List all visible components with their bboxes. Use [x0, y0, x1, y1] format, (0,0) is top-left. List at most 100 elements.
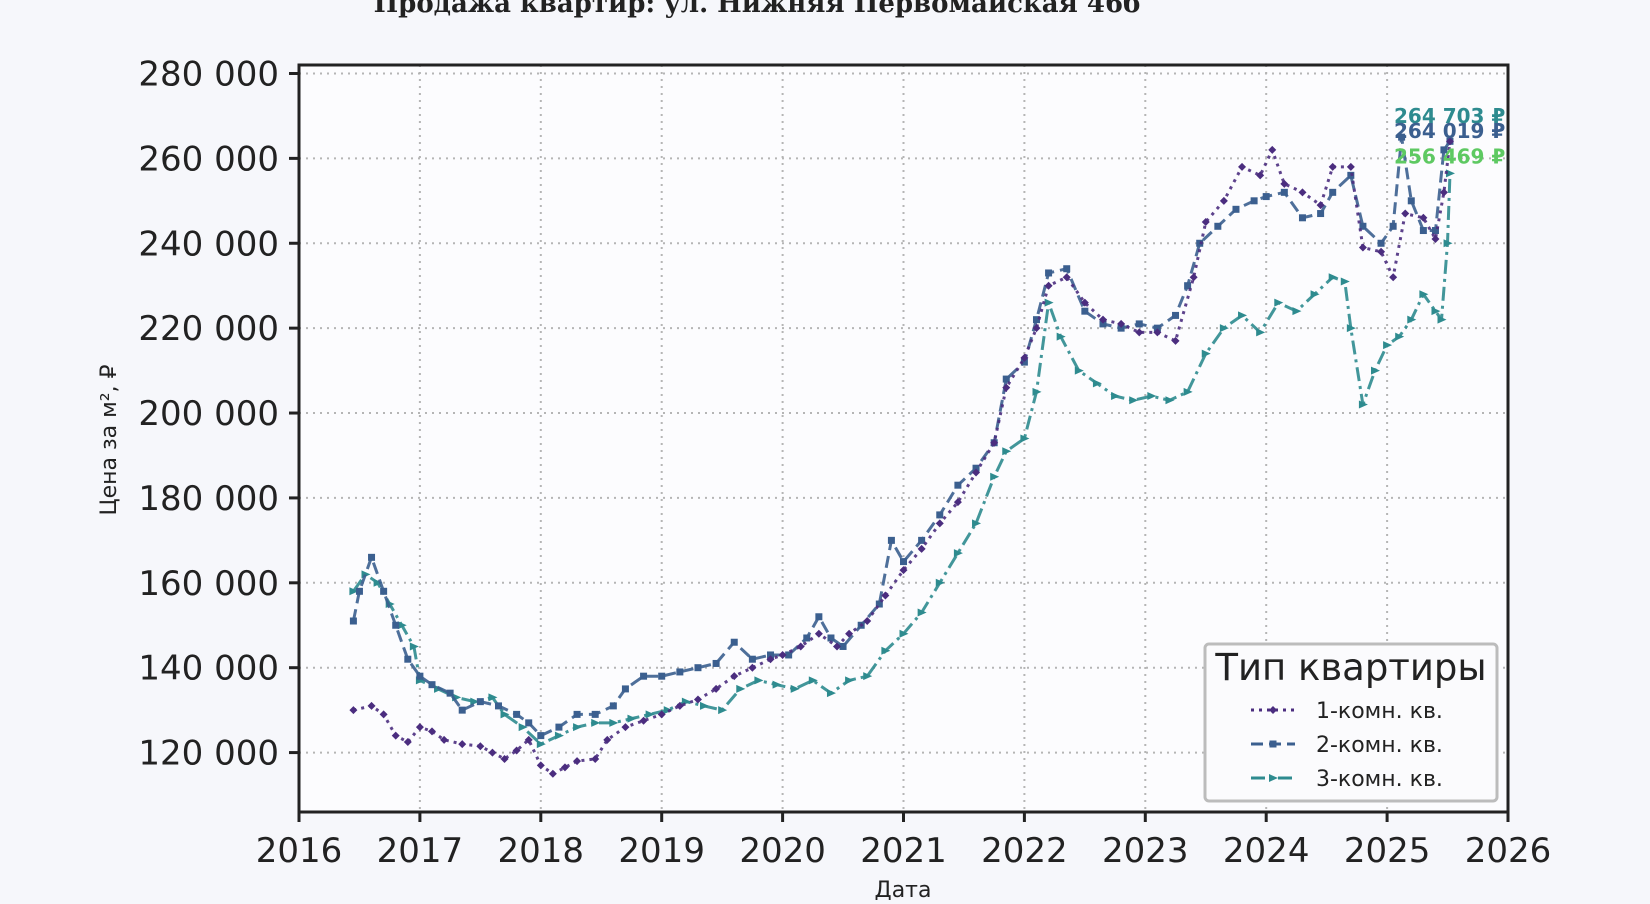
data-point — [990, 438, 999, 447]
data-point — [1310, 290, 1320, 299]
data-point — [403, 737, 412, 746]
chart-title: Продажа квартир: ул. Нижняя Первомайская… — [374, 0, 1141, 19]
x-tick-label: 2026 — [1465, 831, 1552, 871]
data-point — [833, 642, 842, 651]
data-point — [796, 642, 805, 651]
data-point — [1346, 324, 1356, 333]
data-point — [494, 702, 502, 710]
data-point — [1045, 269, 1053, 277]
data-point — [458, 740, 467, 749]
data-point — [1298, 214, 1306, 222]
data-point — [645, 710, 655, 719]
data-point — [899, 629, 909, 638]
data-point — [700, 701, 710, 710]
data-point — [1135, 328, 1144, 337]
data-point — [785, 651, 793, 659]
x-axis-label: Дата — [875, 878, 932, 900]
data-point — [427, 727, 436, 736]
data-point — [1419, 213, 1428, 222]
data-point — [1032, 324, 1041, 333]
data-point — [1328, 162, 1337, 171]
data-point — [379, 710, 388, 719]
data-point — [1232, 205, 1240, 213]
data-point — [525, 719, 533, 727]
legend-box — [1203, 642, 1499, 803]
data-point — [1292, 307, 1302, 316]
data-point — [1201, 218, 1210, 227]
data-point — [815, 613, 823, 621]
end-value-label: 256 469 ₽ — [1394, 144, 1505, 168]
data-point — [1111, 392, 1121, 401]
data-point — [591, 710, 599, 718]
data-point — [446, 689, 454, 697]
data-point — [972, 468, 981, 477]
data-point — [1044, 281, 1053, 290]
data-point — [1274, 298, 1284, 307]
end-labels: 264 703 ₽264 019 ₽256 469 ₽ — [1394, 104, 1505, 168]
data-point — [1238, 162, 1247, 171]
data-point — [1238, 311, 1248, 320]
data-point — [488, 693, 498, 702]
data-point — [1389, 273, 1398, 282]
data-point — [718, 706, 728, 715]
data-point — [935, 578, 945, 587]
y-tick-label: 140 000 — [138, 649, 279, 689]
x-tick-label: 2017 — [377, 831, 464, 871]
legend-marker — [1269, 740, 1277, 748]
data-point — [1445, 137, 1454, 146]
data-point — [573, 723, 583, 732]
data-point — [537, 732, 545, 740]
data-point — [1081, 307, 1089, 315]
data-point — [1165, 396, 1175, 405]
data-point — [1172, 311, 1180, 319]
data-point — [972, 519, 982, 528]
x-tick-label: 2020 — [739, 831, 826, 871]
data-point — [368, 553, 376, 561]
data-point — [415, 723, 424, 732]
data-point — [917, 608, 927, 617]
data-point — [591, 754, 600, 763]
data-point — [1268, 145, 1277, 154]
data-point — [1401, 209, 1410, 218]
data-point — [476, 742, 485, 751]
data-point — [1407, 197, 1415, 205]
data-point — [1184, 282, 1192, 290]
data-point — [458, 706, 466, 714]
data-point — [778, 650, 787, 659]
data-point — [560, 763, 569, 772]
data-point — [555, 723, 563, 731]
data-point — [845, 629, 854, 638]
data-point — [881, 646, 891, 655]
data-point — [657, 710, 666, 719]
data-point — [1329, 188, 1337, 196]
data-point — [500, 710, 510, 719]
data-point — [536, 761, 545, 770]
data-point — [1201, 349, 1211, 358]
data-point — [1002, 375, 1010, 383]
x-tick-label: 2022 — [981, 831, 1068, 871]
data-point — [1298, 188, 1307, 197]
data-point — [845, 676, 855, 685]
data-point — [1371, 366, 1381, 375]
data-point — [936, 511, 944, 519]
data-point — [349, 706, 358, 715]
legend-entries: 1-комн. кв. 2-комн. кв. 3-комн. кв. — [1251, 699, 1443, 792]
data-point — [1443, 239, 1453, 248]
data-point — [1063, 265, 1071, 273]
data-point — [518, 723, 528, 732]
end-value-label: 264 019 ₽ — [1394, 119, 1505, 143]
data-point — [918, 536, 926, 544]
data-point — [814, 629, 823, 638]
data-point — [392, 621, 400, 629]
data-point — [591, 718, 601, 727]
legend-marker — [1269, 774, 1278, 782]
data-point — [863, 617, 872, 626]
data-point — [349, 617, 357, 625]
data-point — [1398, 133, 1406, 141]
data-point — [954, 481, 962, 489]
data-point — [1056, 332, 1066, 341]
data-point — [1117, 324, 1125, 332]
data-point — [428, 681, 436, 689]
data-point — [658, 672, 666, 680]
